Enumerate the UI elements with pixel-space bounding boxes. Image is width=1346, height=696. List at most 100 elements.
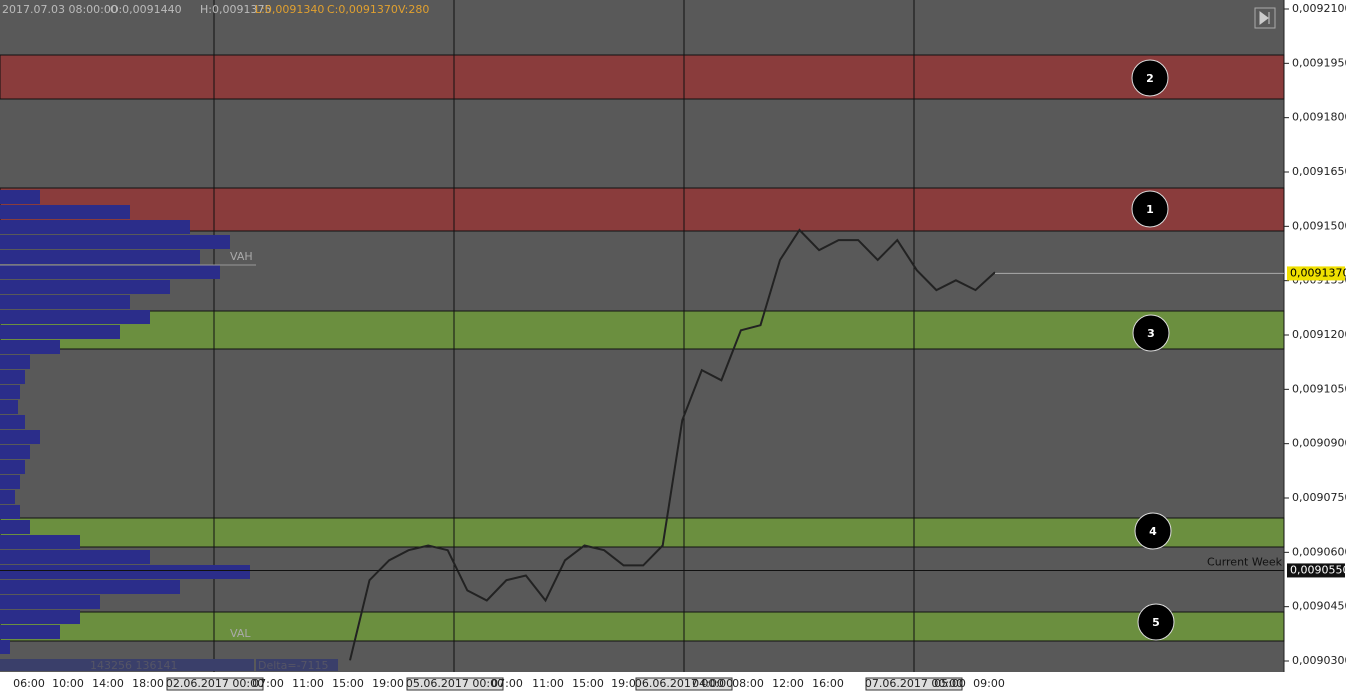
- zone-label: 3: [1147, 327, 1155, 340]
- time-label: 06:00: [13, 677, 45, 690]
- profile-bar: [0, 250, 200, 264]
- profile-bar: [0, 190, 40, 204]
- delta-box: [256, 659, 338, 671]
- profile-bar: [0, 280, 170, 294]
- date-box: [865, 677, 963, 691]
- profile-bar: [0, 310, 150, 324]
- zone-label: 5: [1152, 616, 1160, 629]
- zone: [0, 187, 1285, 232]
- price-tick-label: 0,0090300: [1292, 654, 1346, 667]
- scroll-icon: [1259, 11, 1270, 25]
- price-tick-label: 0,0091500: [1292, 219, 1346, 232]
- time-label: 07:00: [491, 677, 523, 690]
- date-box: [166, 677, 264, 691]
- current-week-label: 0,0090550: [1290, 563, 1346, 576]
- price-tick-label: 0,0090750: [1292, 491, 1346, 504]
- price-tick-label: 0,0091800: [1292, 111, 1346, 124]
- price-tick-label: 0,0091050: [1292, 382, 1346, 395]
- time-label: 08:00: [732, 677, 764, 690]
- time-label: 12:00: [772, 677, 804, 690]
- header-high: H:0,0091375: [200, 3, 271, 16]
- footer-box: [0, 659, 254, 671]
- current-price-label: 0,0091370: [1290, 266, 1346, 279]
- scroll-button[interactable]: [1254, 7, 1276, 29]
- header-open: O:0,0091440: [110, 3, 182, 16]
- profile-bar: [0, 295, 130, 309]
- time-label: 09:00: [973, 677, 1005, 690]
- zone-marker: [1131, 190, 1169, 228]
- footer-delta: Delta=-7115: [258, 659, 329, 672]
- time-label: 11:00: [292, 677, 324, 690]
- zone: [0, 611, 1285, 642]
- profile-bar: [0, 475, 20, 489]
- zone-label: 1: [1146, 203, 1154, 216]
- profile-bar: [0, 265, 220, 279]
- profile-bar: [0, 490, 15, 504]
- profile-bar: [0, 535, 80, 549]
- time-label: 05.06.2017 00:00: [406, 677, 504, 690]
- vah-label: VAH: [230, 250, 253, 263]
- profile-bar: [0, 445, 30, 459]
- current-price-tag: [1287, 266, 1345, 281]
- current-week-tag: [1287, 563, 1345, 578]
- zone-marker: [1132, 314, 1170, 352]
- price-tick-label: 0,0090450: [1292, 600, 1346, 613]
- profile-bar: [0, 400, 18, 414]
- profile-bar: [0, 460, 25, 474]
- profile-bar: [0, 430, 40, 444]
- header-time: 2017.07.03 08:00:00: [2, 3, 118, 16]
- profile-bar: [0, 625, 60, 639]
- profile-bar: [0, 370, 25, 384]
- profile-bar: [0, 580, 180, 594]
- header-low: L:0,0091340: [255, 3, 324, 16]
- zone: [0, 517, 1285, 548]
- time-label: 19:00: [611, 677, 643, 690]
- time-label: 19:00: [372, 677, 404, 690]
- time-label: 14:00: [92, 677, 124, 690]
- zone-label: 2: [1146, 72, 1154, 85]
- profile-bar: [0, 565, 250, 579]
- zone-marker: [1134, 512, 1172, 550]
- price-tick-label: 0,0091950: [1292, 56, 1346, 69]
- profile-bar: [0, 610, 80, 624]
- profile-bar: [0, 235, 230, 249]
- time-label: 18:00: [132, 677, 164, 690]
- profile-bar: [0, 640, 10, 654]
- zone-label: 4: [1149, 525, 1157, 538]
- time-label: 15:00: [332, 677, 364, 690]
- header-close: C:0,0091370: [327, 3, 398, 16]
- profile-bar: [0, 385, 20, 399]
- zone: [0, 54, 1285, 100]
- time-label: 16:00: [812, 677, 844, 690]
- zone-marker: [1137, 603, 1175, 641]
- time-label: 07:00: [252, 677, 284, 690]
- zone-marker: [1131, 59, 1169, 97]
- time-label: 05:00: [934, 677, 966, 690]
- profile-bar: [0, 205, 130, 219]
- time-label: 11:00: [532, 677, 564, 690]
- date-box: [406, 677, 504, 691]
- date-box: [635, 677, 733, 691]
- footer-volumes: 143256 136141: [90, 659, 177, 672]
- profile-bar: [0, 220, 190, 234]
- price-tick-label: 0,0091650: [1292, 165, 1346, 178]
- current-week-name: Current Week: [1207, 555, 1283, 568]
- profile-bar: [0, 325, 120, 339]
- time-label: 10:00: [52, 677, 84, 690]
- price-tick-label: 0,0090600: [1292, 545, 1346, 558]
- profile-bar: [0, 505, 20, 519]
- price-tick-label: 0,0092100: [1292, 2, 1346, 15]
- profile-bar: [0, 355, 30, 369]
- profile-bar: [0, 595, 100, 609]
- time-label: 04:00: [692, 677, 724, 690]
- time-label: 07.06.2017 00:00: [865, 677, 963, 690]
- session-lines: [213, 0, 915, 672]
- time-label: 02.06.2017 00:00: [166, 677, 264, 690]
- profile-bar: [0, 415, 25, 429]
- price-tick-label: 0,0091200: [1292, 328, 1346, 341]
- profile-bar: [0, 520, 30, 534]
- profile-bar: [0, 340, 60, 354]
